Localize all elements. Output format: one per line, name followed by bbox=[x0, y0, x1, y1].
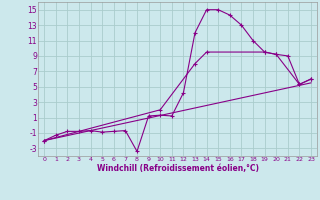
X-axis label: Windchill (Refroidissement éolien,°C): Windchill (Refroidissement éolien,°C) bbox=[97, 164, 259, 173]
